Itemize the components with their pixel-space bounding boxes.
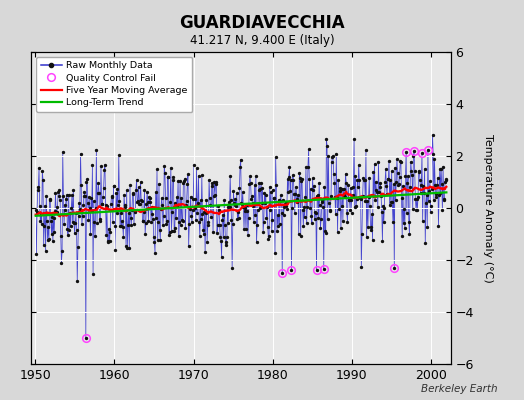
Text: GUARDIAVECCHIA: GUARDIAVECCHIA [179,14,345,32]
Y-axis label: Temperature Anomaly (°C): Temperature Anomaly (°C) [483,134,493,282]
Text: Berkeley Earth: Berkeley Earth [421,384,498,394]
Text: 41.217 N, 9.400 E (Italy): 41.217 N, 9.400 E (Italy) [190,34,334,47]
Legend: Raw Monthly Data, Quality Control Fail, Five Year Moving Average, Long-Term Tren: Raw Monthly Data, Quality Control Fail, … [36,57,192,112]
